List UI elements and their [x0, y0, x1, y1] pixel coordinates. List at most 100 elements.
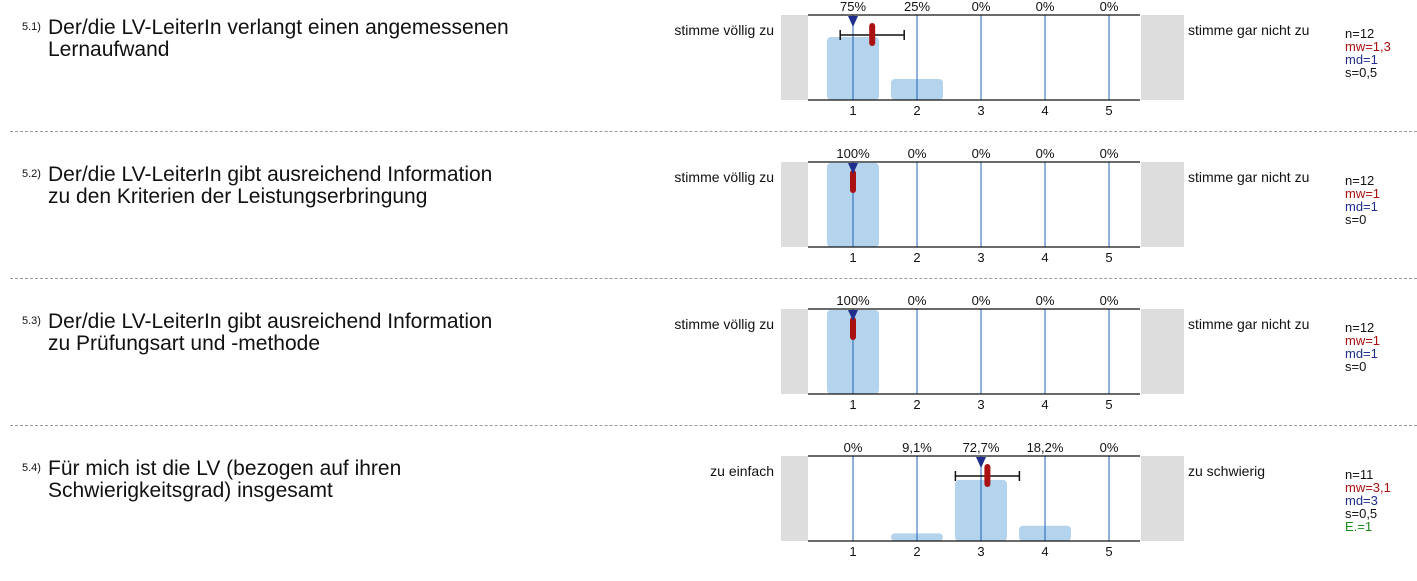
- left-gray-panel: [781, 15, 808, 100]
- tick-label-3: 3: [977, 397, 984, 412]
- question-item: 5.1) Der/die LV-LeiterIn verlangt einen a…: [0, 0, 1417, 140]
- tick-label-1: 1: [849, 397, 856, 412]
- tick-label-4: 4: [1041, 544, 1048, 559]
- percent-label-4: 0%: [1036, 0, 1055, 14]
- left-gray-panel: [781, 456, 808, 541]
- percent-label-4: 18,2%: [1027, 440, 1064, 455]
- tick-label-3: 3: [977, 250, 984, 265]
- question-item: 5.3) Der/die LV-LeiterIn gibt ausreichend…: [0, 293, 1417, 434]
- scale-right-label: stimme gar nicht zu: [1188, 169, 1310, 185]
- mean-marker: [850, 317, 856, 340]
- question-line: Für mich ist die LV (bezogen auf ihren: [48, 457, 402, 480]
- tick-label-4: 4: [1041, 250, 1048, 265]
- scale-left-label: zu einfach: [710, 463, 774, 479]
- statistics-box: n=11 mw=3,1 md=3 s=0,5 E.=1: [1345, 468, 1391, 533]
- mean-marker: [869, 23, 876, 46]
- statistics-box: n=12 mw=1 md=1 s=0: [1345, 321, 1380, 373]
- percent-label-4: 0%: [1036, 293, 1055, 308]
- stat-mean: mw=1,3: [1345, 39, 1391, 54]
- question-line: Lernaufwand: [48, 38, 170, 61]
- mean-marker: [850, 170, 856, 193]
- distribution-chart: 1 2 3 4 5 100% 0% 0% 0% 0%: [781, 293, 1184, 412]
- right-gray-panel: [1141, 309, 1184, 394]
- tick-label-5: 5: [1105, 103, 1112, 118]
- percent-label-2: 0%: [908, 146, 927, 161]
- tick-label-3: 3: [977, 103, 984, 118]
- stat-median: md=3: [1345, 493, 1378, 508]
- tick-label-5: 5: [1105, 544, 1112, 559]
- percent-label-3: 0%: [972, 0, 991, 14]
- tick-label-4: 4: [1041, 397, 1048, 412]
- tick-label-1: 1: [849, 250, 856, 265]
- question-text: Der/die LV-LeiterIn verlangt einen angem…: [48, 17, 608, 61]
- scale-right-label: zu schwierig: [1188, 463, 1266, 479]
- scale-left-label: stimme völlig zu: [674, 22, 774, 38]
- percent-label-1: 100%: [836, 146, 870, 161]
- stat-mean: mw=1: [1345, 333, 1381, 348]
- left-gray-panel: [781, 162, 808, 247]
- percent-label-2: 0%: [908, 293, 927, 308]
- question-number: 5.4): [22, 462, 41, 474]
- right-gray-panel: [1141, 162, 1184, 247]
- percent-label-3: 0%: [972, 293, 991, 308]
- stat-n: n=12: [1345, 173, 1375, 188]
- tick-label-5: 5: [1105, 397, 1112, 412]
- statistics-box: n=12 mw=1,3 md=1 s=0,5: [1345, 27, 1391, 79]
- stat-n: n=11: [1345, 467, 1374, 482]
- question-text: Für mich ist die LV (bezogen auf ihren Sc…: [48, 458, 608, 502]
- percent-label-3: 72,7%: [963, 440, 1000, 455]
- distribution-chart: 1 2 3 4 5 100% 0% 0% 0% 0%: [781, 146, 1184, 265]
- question-number: 5.1): [22, 21, 41, 33]
- question-line: Der/die LV-LeiterIn gibt ausreichend Inf…: [48, 163, 493, 186]
- percent-label-2: 25%: [904, 0, 930, 14]
- median-marker: [976, 457, 986, 468]
- section-divider: [10, 131, 1417, 132]
- distribution-chart: 1 2 3 4 5 0% 9,1% 72,7% 18,2% 0%: [781, 440, 1184, 559]
- stat-median: md=1: [1345, 346, 1378, 361]
- percent-label-5: 0%: [1100, 440, 1119, 455]
- statistics-box: n=12 mw=1 md=1 s=0: [1345, 174, 1380, 226]
- percent-label-5: 0%: [1100, 146, 1119, 161]
- question-line: zu den Kriterien der Leistungserbringung: [48, 185, 428, 208]
- stat-n: n=12: [1345, 320, 1375, 335]
- question-number: 5.3): [22, 315, 41, 327]
- tick-label-1: 1: [849, 103, 856, 118]
- stat-std: s=0,5: [1345, 65, 1378, 80]
- stat-n: n=12: [1345, 26, 1375, 41]
- median-marker: [848, 163, 858, 174]
- percent-label-3: 0%: [972, 146, 991, 161]
- stat-abstentions: E.=1: [1345, 519, 1373, 534]
- question-line: Der/die LV-LeiterIn gibt ausreichend Inf…: [48, 310, 493, 333]
- question-line: Schwierigkeitsgrad) insgesamt: [48, 479, 333, 502]
- question-line: Der/die LV-LeiterIn verlangt einen angem…: [48, 16, 509, 39]
- scale-left-label: stimme völlig zu: [674, 169, 774, 185]
- tick-label-1: 1: [849, 544, 856, 559]
- stat-std: s=0: [1345, 359, 1367, 374]
- stat-mean: mw=1: [1345, 186, 1381, 201]
- percent-label-4: 0%: [1036, 146, 1055, 161]
- stat-std: s=0,5: [1345, 506, 1378, 521]
- question-number: 5.2): [22, 168, 41, 180]
- percent-label-1: 75%: [840, 0, 866, 14]
- tick-label-2: 2: [913, 250, 920, 265]
- question-item: 5.2) Der/die LV-LeiterIn gibt ausreichend…: [0, 146, 1417, 287]
- tick-label-2: 2: [913, 103, 920, 118]
- median-marker: [848, 310, 858, 321]
- percent-label-5: 0%: [1100, 293, 1119, 308]
- distribution-chart: 1 2 3 4 5 75% 25% 0% 0% 0%: [781, 0, 1184, 118]
- percent-label-1: 100%: [836, 293, 870, 308]
- right-gray-panel: [1141, 456, 1184, 541]
- tick-label-4: 4: [1041, 103, 1048, 118]
- scale-right-label: stimme gar nicht zu: [1188, 22, 1310, 38]
- scale-left-label: stimme völlig zu: [674, 316, 774, 332]
- median-marker: [848, 16, 858, 27]
- question-line: zu Prüfungsart und -methode: [48, 332, 320, 355]
- stat-mean: mw=3,1: [1345, 480, 1391, 495]
- percent-label-2: 9,1%: [902, 440, 932, 455]
- right-gray-panel: [1141, 15, 1184, 100]
- stat-median: md=1: [1345, 199, 1378, 214]
- scale-right-label: stimme gar nicht zu: [1188, 316, 1310, 332]
- tick-label-2: 2: [913, 544, 920, 559]
- section-divider: [10, 425, 1417, 426]
- tick-label-3: 3: [977, 544, 984, 559]
